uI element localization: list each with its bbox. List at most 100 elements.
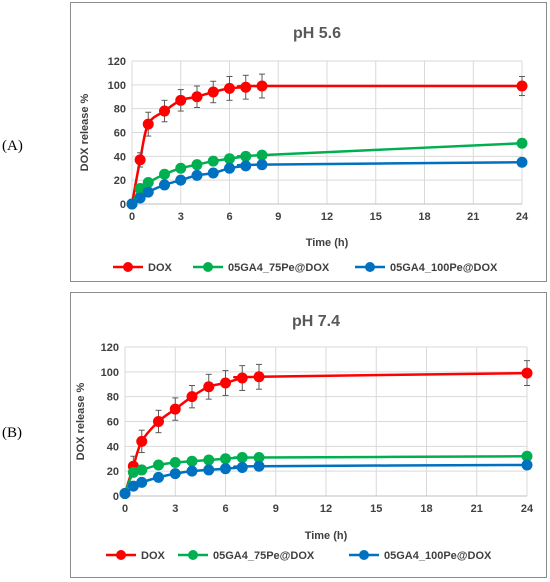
data-point <box>175 162 187 174</box>
data-point <box>175 94 187 106</box>
y-tick-label: 100 <box>101 367 119 379</box>
data-point <box>240 160 252 172</box>
y-tick-label: 20 <box>107 466 119 478</box>
data-point <box>186 465 198 477</box>
data-point <box>153 471 164 483</box>
data-point <box>153 459 164 471</box>
chart-title: pH 7.4 <box>292 313 340 330</box>
data-point <box>191 169 203 181</box>
y-tick-label: 60 <box>114 128 126 140</box>
data-point <box>159 168 170 180</box>
data-point <box>126 198 138 210</box>
data-point <box>142 186 154 198</box>
legend-marker <box>123 262 133 272</box>
series-1: 05GA4_75Pe@DOX <box>119 450 533 562</box>
legend-marker <box>116 550 126 560</box>
x-tick-label: 12 <box>321 211 333 223</box>
data-point <box>207 167 219 179</box>
data-point <box>207 155 219 167</box>
x-tick-label: 6 <box>222 503 228 515</box>
legend-marker <box>365 262 375 272</box>
data-point <box>136 476 148 488</box>
data-point <box>253 460 265 472</box>
y-tick-label: 0 <box>113 491 119 503</box>
data-point <box>134 154 146 166</box>
data-point <box>127 480 139 492</box>
x-tick-label: 18 <box>418 211 430 223</box>
x-tick-label: 21 <box>467 211 479 223</box>
data-point <box>516 80 528 92</box>
x-tick-label: 18 <box>420 503 432 515</box>
y-tick-label: 40 <box>114 151 126 163</box>
data-point <box>119 488 131 500</box>
x-tick-label: 3 <box>172 503 178 515</box>
data-point <box>521 450 533 462</box>
data-point <box>236 452 248 464</box>
data-point <box>224 153 235 165</box>
series-2: 05GA4_100Pe@DOX <box>126 156 528 274</box>
chart-0: pH 5.6 0 20 40 60 80 100 120 0 3 6 9 12 15 18 21 24 Time … <box>79 25 529 274</box>
legend-label: 05GA4_100Pe@DOX <box>384 550 492 562</box>
y-tick-label: 20 <box>114 175 126 187</box>
data-point <box>521 367 533 379</box>
data-point <box>203 381 215 393</box>
data-point <box>256 159 268 171</box>
data-point <box>207 86 219 98</box>
data-point <box>191 91 203 103</box>
x-tick-label: 9 <box>273 503 279 515</box>
data-point <box>153 416 164 427</box>
data-point <box>159 105 170 117</box>
legend-label: 05GA4_75Pe@DOX <box>228 262 330 274</box>
data-point <box>169 468 181 480</box>
data-point <box>516 137 528 149</box>
data-point <box>240 150 252 162</box>
data-point <box>220 463 231 475</box>
x-tick-label: 0 <box>122 503 128 515</box>
data-point <box>256 80 268 92</box>
x-tick-label: 24 <box>521 503 534 515</box>
data-point <box>224 82 235 94</box>
data-point <box>224 162 235 174</box>
y-tick-label: 120 <box>108 56 126 68</box>
data-point <box>253 371 265 383</box>
chart-1: pH 7.4 0 20 40 60 80 100 120 0 3 6 9 12 15 18 21 24 Time … <box>75 313 534 562</box>
data-point <box>142 118 154 130</box>
y-tick-label: 40 <box>107 441 119 453</box>
x-tick-label: 12 <box>320 503 332 515</box>
data-point <box>142 177 154 189</box>
data-point <box>169 456 181 468</box>
y-axis-title: DOX release % <box>79 93 91 171</box>
x-tick-label: 0 <box>129 211 135 223</box>
data-point <box>220 453 231 465</box>
chart-title: pH 5.6 <box>293 25 341 42</box>
x-tick-label: 9 <box>275 211 281 223</box>
data-point <box>203 464 215 476</box>
y-tick-label: 0 <box>120 199 126 211</box>
chart-panel-a <box>70 2 547 282</box>
y-tick-label: 100 <box>108 80 126 92</box>
series-0: DOX <box>106 360 533 562</box>
data-point <box>186 391 198 403</box>
data-point <box>521 459 533 471</box>
x-axis-title: Time (h) <box>305 530 348 542</box>
legend-label: DOX <box>148 262 173 274</box>
y-tick-label: 120 <box>101 342 119 354</box>
data-point <box>136 435 148 447</box>
data-point <box>253 452 265 464</box>
x-axis-title: Time (h) <box>306 237 349 249</box>
legend-label: 05GA4_100Pe@DOX <box>390 262 498 274</box>
x-tick-label: 6 <box>226 211 232 223</box>
panel-label-b: (B) <box>2 425 22 441</box>
y-tick-label: 60 <box>107 417 119 429</box>
x-tick-label: 3 <box>178 211 184 223</box>
series-1: 05GA4_75Pe@DOX <box>126 137 528 274</box>
data-point <box>203 454 215 466</box>
data-point <box>256 149 268 161</box>
data-point <box>175 174 187 186</box>
legend-marker <box>188 550 198 560</box>
legend-marker <box>359 550 369 560</box>
y-tick-label: 80 <box>107 392 119 404</box>
data-point <box>169 403 181 415</box>
panel-label-a: (A) <box>2 138 23 154</box>
data-point <box>236 461 248 473</box>
